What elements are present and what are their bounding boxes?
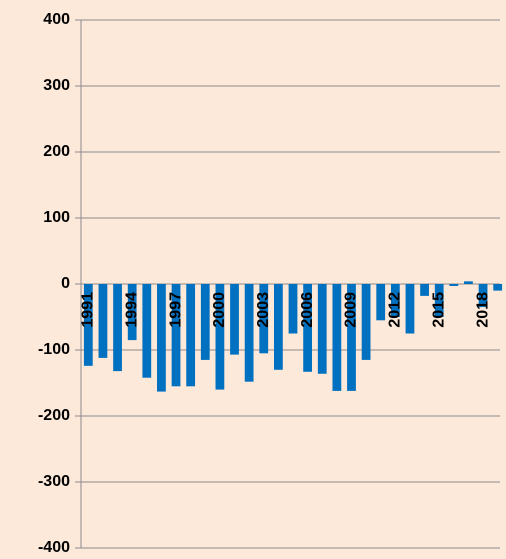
bar [420, 284, 429, 296]
y-tick-label: 0 [61, 275, 70, 292]
x-tick-label: 1994 [123, 292, 140, 328]
bar [171, 284, 181, 387]
y-tick-label: 200 [43, 143, 70, 160]
bar [230, 284, 239, 355]
bar [347, 284, 356, 391]
bar [113, 284, 122, 372]
y-tick-label: -200 [38, 407, 70, 424]
y-tick-label: -400 [38, 539, 70, 556]
x-tick-label: 2015 [430, 292, 447, 328]
bar [303, 284, 313, 372]
x-tick-label: 2003 [255, 292, 272, 328]
x-tick-label: 2018 [474, 292, 491, 328]
x-tick-label: 2009 [343, 292, 360, 328]
bar [273, 284, 283, 370]
bar [317, 284, 327, 374]
bar [200, 284, 210, 360]
x-tick-label: 2012 [387, 292, 404, 328]
y-tick-label: -100 [38, 341, 70, 358]
bar [493, 284, 503, 291]
bar [434, 284, 444, 317]
bar [186, 284, 196, 387]
bar [127, 284, 137, 341]
bar [288, 284, 298, 334]
y-tick-label: 300 [43, 77, 70, 94]
bar [332, 284, 342, 391]
bar [405, 284, 415, 334]
bar [464, 281, 473, 284]
y-tick-label: 400 [43, 11, 70, 28]
bar [83, 284, 93, 366]
x-tick-label: 2000 [211, 292, 228, 328]
bar [390, 284, 400, 317]
x-tick-label: 2006 [299, 292, 316, 328]
x-tick-label: 1991 [80, 292, 97, 328]
bar [142, 284, 152, 378]
y-tick-label: 100 [43, 209, 70, 226]
bar [157, 284, 166, 392]
bar [215, 284, 225, 390]
bar [361, 284, 371, 360]
bar [478, 284, 488, 308]
y-tick-label: -300 [38, 473, 70, 490]
bar [449, 284, 459, 286]
bar [259, 284, 269, 354]
bar [376, 284, 386, 321]
bar [244, 284, 254, 382]
x-tick-label: 1997 [167, 292, 184, 328]
bar [98, 284, 108, 358]
